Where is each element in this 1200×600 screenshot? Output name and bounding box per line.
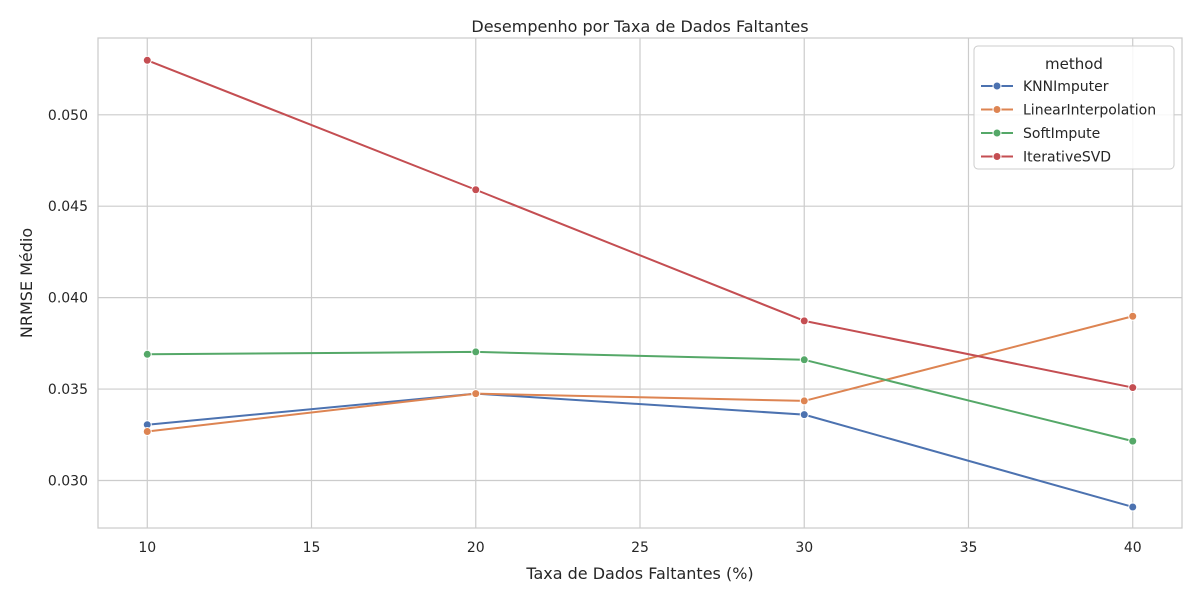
legend-label: SoftImpute: [1023, 126, 1100, 142]
x-tick-label: 30: [795, 540, 813, 556]
series-lines: [142, 55, 1138, 512]
data-point: [1128, 383, 1138, 393]
data-point: [471, 347, 481, 357]
data-point: [799, 396, 809, 406]
x-axis-label: Taxa de Dados Faltantes (%): [525, 564, 753, 583]
series-line: [147, 350, 1133, 443]
y-tick-label: 0.045: [48, 199, 88, 215]
series-LinearInterpolation: [142, 311, 1138, 436]
series-line: [147, 315, 1133, 433]
legend-marker: [992, 128, 1002, 138]
data-point: [799, 410, 809, 420]
legend-box: [973, 45, 1175, 170]
x-tick-label: 20: [467, 540, 485, 556]
y-tick-label: 0.035: [48, 382, 88, 398]
data-point: [799, 355, 809, 365]
legend-marker: [992, 105, 1002, 114]
x-axis-ticks: 10 15 20 25 30 35 40: [138, 540, 1141, 556]
data-point: [471, 389, 481, 399]
data-point: [142, 426, 152, 436]
grid-lines: [98, 38, 1182, 528]
data-point: [1128, 311, 1138, 321]
x-tick-label: 40: [1124, 540, 1142, 556]
legend-marker: [992, 152, 1002, 161]
series-line: [146, 59, 1133, 389]
data-point: [1128, 502, 1138, 512]
legend-label: KNNImputer: [1023, 79, 1109, 95]
x-tick-label: 15: [303, 540, 321, 556]
data-point: [471, 185, 481, 195]
x-tick-label: 25: [631, 540, 649, 556]
legend-label: IterativeSVD: [1023, 150, 1111, 166]
chart-title: Desempenho por Taxa de Dados Faltantes: [471, 17, 808, 36]
series-IterativeSVD: [142, 55, 1138, 393]
legend: method KNNImputer LinearInterpolation Soft…: [973, 45, 1175, 170]
data-point: [799, 316, 809, 326]
series-line: [147, 392, 1133, 508]
legend-title: method: [1045, 55, 1103, 73]
y-tick-label: 0.050: [48, 108, 88, 124]
x-tick-label: 10: [138, 540, 156, 556]
data-point: [142, 349, 152, 359]
plot-frame: [97, 37, 1183, 529]
y-axis-ticks: 0.030 0.035 0.040 0.045 0.050: [48, 108, 88, 490]
y-tick-label: 0.040: [48, 291, 88, 307]
y-axis-label: NRMSE Médio: [17, 228, 36, 338]
data-point: [142, 55, 152, 65]
x-tick-label: 35: [960, 540, 978, 556]
legend-label: LinearInterpolation: [1023, 103, 1156, 119]
data-point: [1128, 436, 1138, 446]
series-SoftImpute: [142, 347, 1138, 446]
y-tick-label: 0.030: [48, 473, 88, 489]
legend-marker: [992, 81, 1002, 91]
